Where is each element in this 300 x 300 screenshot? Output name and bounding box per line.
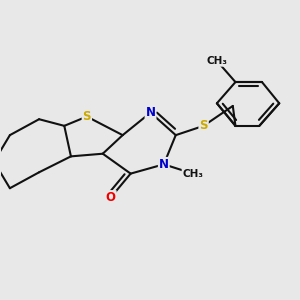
Text: N: N bbox=[146, 106, 155, 119]
Text: O: O bbox=[106, 191, 116, 204]
Text: CH₃: CH₃ bbox=[206, 56, 227, 66]
Text: CH₃: CH₃ bbox=[182, 169, 203, 178]
Text: S: S bbox=[82, 110, 91, 123]
Text: S: S bbox=[200, 119, 208, 132]
Text: N: N bbox=[159, 158, 169, 171]
